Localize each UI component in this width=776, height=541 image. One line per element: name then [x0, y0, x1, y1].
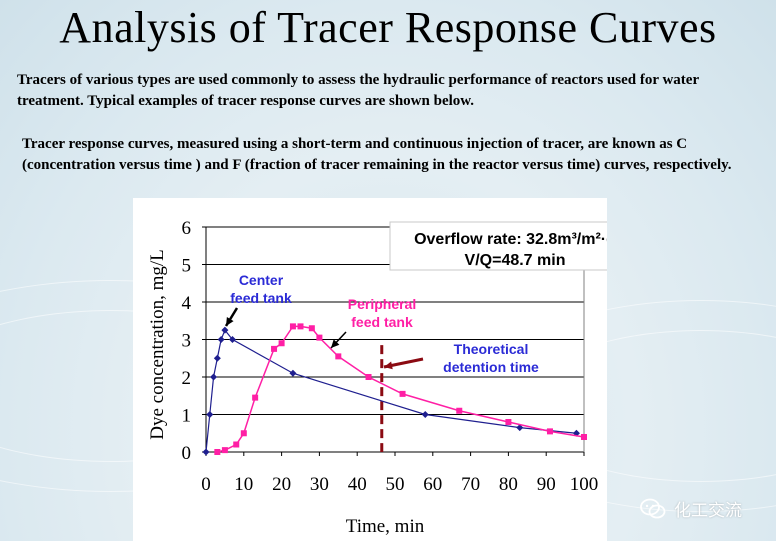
- y-tick-label: 6: [182, 218, 192, 239]
- theoretical-time-arrow: [383, 357, 424, 370]
- data-point-center-feed: [206, 411, 214, 418]
- center-feed-arrow: [224, 307, 239, 327]
- y-tick-label: 0: [182, 443, 192, 464]
- slide-title: Analysis of Tracer Response Curves: [59, 3, 717, 52]
- data-point-peripheral-feed: [505, 419, 512, 425]
- data-point-peripheral-feed: [297, 323, 304, 330]
- data-point-center-feed: [421, 411, 429, 418]
- data-point-center-feed: [217, 336, 225, 343]
- y-tick-label: 2: [182, 368, 192, 389]
- x-tick-label: 70: [461, 474, 480, 495]
- data-point-center-feed: [289, 369, 297, 377]
- x-tick-label: 50: [386, 474, 405, 495]
- data-point-peripheral-feed: [365, 374, 372, 380]
- data-point-center-feed: [210, 373, 218, 381]
- definition-paragraph: Tracer response curves, measured using a…: [22, 136, 732, 173]
- data-point-peripheral-feed: [546, 428, 553, 435]
- y-tick-label: 5: [182, 256, 192, 277]
- theoretical-time-arrow-head: [384, 361, 393, 370]
- data-point-center-feed: [228, 336, 236, 343]
- data-point-peripheral-feed: [335, 353, 342, 360]
- data-point-peripheral-feed: [214, 449, 221, 455]
- x-tick-label: 20: [272, 474, 291, 495]
- data-point-peripheral-feed: [581, 434, 587, 440]
- peripheral-feed-arrow: [330, 331, 347, 349]
- data-point-center-feed: [213, 354, 221, 362]
- x-tick-label: 10: [234, 474, 253, 495]
- watermark-text: 化工交流: [674, 501, 742, 521]
- vq-text: V/Q=48.7 min: [465, 252, 566, 269]
- tracer-chart-panel: 0 1 2 3 4 5 6 0 10 20 30 40 50 60 70 80 90 100 Time, min Dy…: [133, 198, 607, 541]
- data-point-peripheral-feed: [289, 323, 296, 330]
- x-axis-title: Time, min: [346, 516, 425, 537]
- x-tick-label: 40: [348, 474, 367, 495]
- x-tick-label: 80: [499, 474, 518, 495]
- data-point-peripheral-feed: [233, 441, 240, 448]
- center-feed-label: Center feed tank: [230, 272, 292, 306]
- wechat-icon: [640, 498, 666, 518]
- y-axis-title: Dye concentration, mg/L: [147, 249, 168, 439]
- center-feed-arrow-head: [226, 317, 234, 326]
- data-point-peripheral-feed: [308, 325, 315, 332]
- data-point-peripheral-feed: [456, 407, 463, 414]
- intro-paragraph: Tracers of various types are used common…: [17, 72, 699, 109]
- y-tick-label: 3: [182, 331, 192, 352]
- data-point-center-feed: [516, 424, 524, 432]
- y-tick-label: 1: [182, 406, 192, 427]
- data-point-peripheral-feed: [240, 430, 247, 437]
- data-point-center-feed: [221, 326, 229, 334]
- x-tick-label: 90: [537, 474, 556, 495]
- overflow-rate-text: Overflow rate: 32.8m³/m²·d: [414, 231, 607, 248]
- data-point-peripheral-feed: [278, 340, 285, 347]
- data-point-center-feed: [202, 448, 210, 456]
- theoretical-time-label: Theoretical detention time: [443, 341, 539, 375]
- data-point-peripheral-feed: [399, 390, 406, 397]
- x-tick-label: 0: [201, 474, 211, 495]
- data-point-peripheral-feed: [271, 345, 278, 352]
- data-point-peripheral-feed: [252, 394, 259, 401]
- x-tick-label: 60: [423, 474, 442, 495]
- y-tick-label: 4: [182, 293, 192, 314]
- data-point-peripheral-feed: [316, 334, 323, 341]
- peripheral-feed-label: Peripheral feed tank: [348, 296, 416, 330]
- overflow-rate-box-bg: [389, 221, 607, 271]
- x-tick-label: 100: [570, 474, 599, 495]
- series-line-peripheral-feed: [217, 325, 585, 453]
- overflow-rate-box: Overflow rate: 32.8m³/m²·d V/Q=48.7 min: [389, 221, 607, 271]
- watermark: 化工交流: [640, 496, 742, 521]
- data-point-peripheral-feed: [221, 447, 228, 454]
- x-tick-label: 30: [310, 474, 329, 495]
- peripheral-feed-arrow-head: [331, 339, 340, 348]
